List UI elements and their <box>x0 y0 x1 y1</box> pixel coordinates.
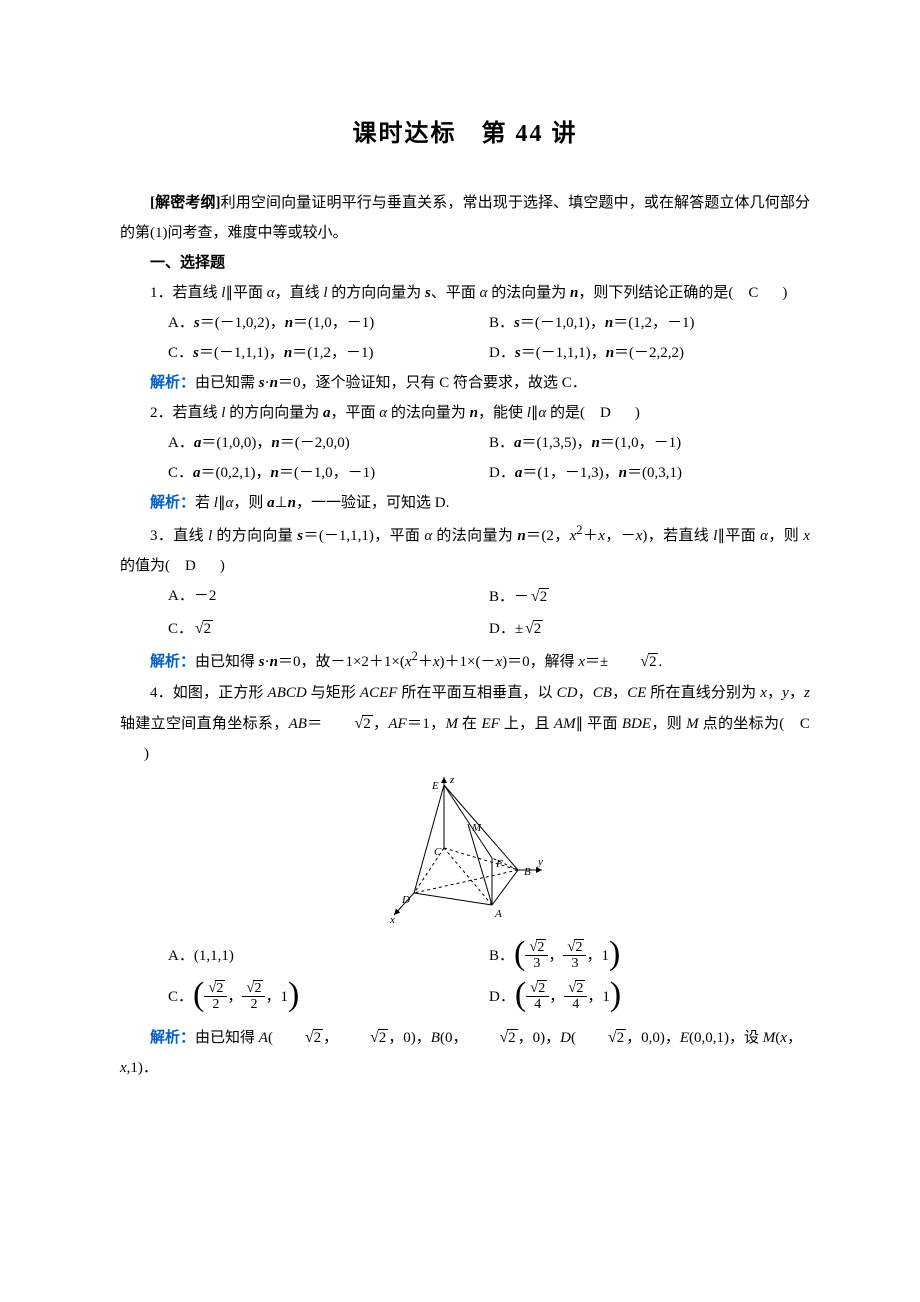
q1-opt-a: A．s＝(－1,0,2)，n＝(1,0，－1) <box>168 308 489 338</box>
q3-explain-label: 解析： <box>150 654 195 670</box>
title-b: 第 44 讲 <box>482 121 578 147</box>
intro-text: 利用空间向量证明平行与垂直关系，常出现于选择、填空题中，或在解答题立体几何部分的… <box>120 195 810 241</box>
q4-explain: 解析：由已知得 A(2，2，0)，B(0，2，0)，D(2，0,0)，E(0,0… <box>120 1022 810 1054</box>
svg-text:A: A <box>494 908 502 920</box>
svg-text:D: D <box>401 894 410 906</box>
q1-explain: 解析：由已知需 s·n＝0，逐个验证知，只有 C 符合要求，故选 C． <box>120 368 810 398</box>
q4-opt-d: D．(24，24，1) <box>489 981 810 1014</box>
svg-text:y: y <box>537 856 543 868</box>
intro-label: [解密考纲] <box>150 195 221 211</box>
q4-explain-cont: x,1)． <box>120 1053 810 1083</box>
q2-stem: 2．若直线 l 的方向向量为 a，平面 α 的法向量为 n，能使 l∥α 的是(… <box>120 398 810 428</box>
q4-stem: 4．如图，正方形 ABCD 与矩形 ACEF 所在平面互相垂直，以 CD，CB，… <box>120 678 810 770</box>
q1-opt-d: D．s＝(－1,1,1)，n＝(－2,2,2) <box>489 338 810 368</box>
q3-opt-b: B．－2 <box>489 581 810 613</box>
q2-explain-label: 解析： <box>150 495 195 511</box>
intro-paragraph: [解密考纲]利用空间向量证明平行与垂直关系，常出现于选择、填空题中，或在解答题立… <box>120 188 810 248</box>
q1-stem: 1．若直线 l∥平面 α，直线 l 的方向向量为 s、平面 α 的法向量为 n，… <box>120 278 810 308</box>
q4-options: A．(1,1,1) B．(23，23，1) C．(22，22，1) D．(24，… <box>120 940 810 1014</box>
svg-text:x: x <box>389 914 395 925</box>
svg-text:M: M <box>471 822 482 834</box>
q4-figure: C E B D A F Mz y x <box>120 775 810 936</box>
q4-opt-b: B．(23，23，1) <box>489 940 810 973</box>
q3-explain: 解析：由已知得 s·n＝0，故－1×2＋1×(x2＋x)＋1×(－x)＝0，解得… <box>120 644 810 678</box>
q2-opt-d: D．a＝(1，－1,3)，n＝(0,3,1) <box>489 458 810 488</box>
q1-opt-c: C．s＝(－1,1,1)，n＝(1,2，－1) <box>168 338 489 368</box>
q1-opt-b: B．s＝(－1,0,1)，n＝(1,2，－1) <box>489 308 810 338</box>
q3-stem: 3．直线 l 的方向向量 s＝(－1,1,1)，平面 α 的法向量为 n＝(2，… <box>120 518 810 581</box>
svg-text:F: F <box>495 858 503 870</box>
q2-options: A．a＝(1,0,0)，n＝(－2,0,0) B．a＝(1,3,5)，n＝(1,… <box>120 428 810 488</box>
svg-text:B: B <box>524 866 531 878</box>
q3-opt-a: A．－2 <box>168 581 489 613</box>
svg-text:E: E <box>431 780 439 792</box>
q4-opt-c: C．(22，22，1) <box>168 981 489 1014</box>
q2-opt-c: C．a＝(0,2,1)，n＝(－1,0，－1) <box>168 458 489 488</box>
q2-opt-a: A．a＝(1,0,0)，n＝(－2,0,0) <box>168 428 489 458</box>
q1-options: A．s＝(－1,0,2)，n＝(1,0，－1) B．s＝(－1,0,1)，n＝(… <box>120 308 810 368</box>
svg-text:C: C <box>434 846 442 858</box>
q2-opt-b: B．a＝(1,3,5)，n＝(1,0，－1) <box>489 428 810 458</box>
section-heading-1: 一、选择题 <box>120 248 810 278</box>
q4-opt-a: A．(1,1,1) <box>168 941 489 971</box>
q1-explain-label: 解析： <box>150 375 195 391</box>
title-a: 课时达标 <box>353 121 457 147</box>
q3-options: A．－2 B．－2 C．2 D．±2 <box>120 581 810 644</box>
q4-explain-label: 解析： <box>150 1030 195 1046</box>
svg-text:z: z <box>449 775 455 786</box>
q3-opt-c: C．2 <box>168 613 489 645</box>
page-title: 课时达标第 44 讲 <box>120 110 810 158</box>
q3-opt-d: D．±2 <box>489 613 810 645</box>
q2-explain: 解析：若 l∥α，则 a⊥n，一一验证，可知选 D. <box>120 488 810 518</box>
